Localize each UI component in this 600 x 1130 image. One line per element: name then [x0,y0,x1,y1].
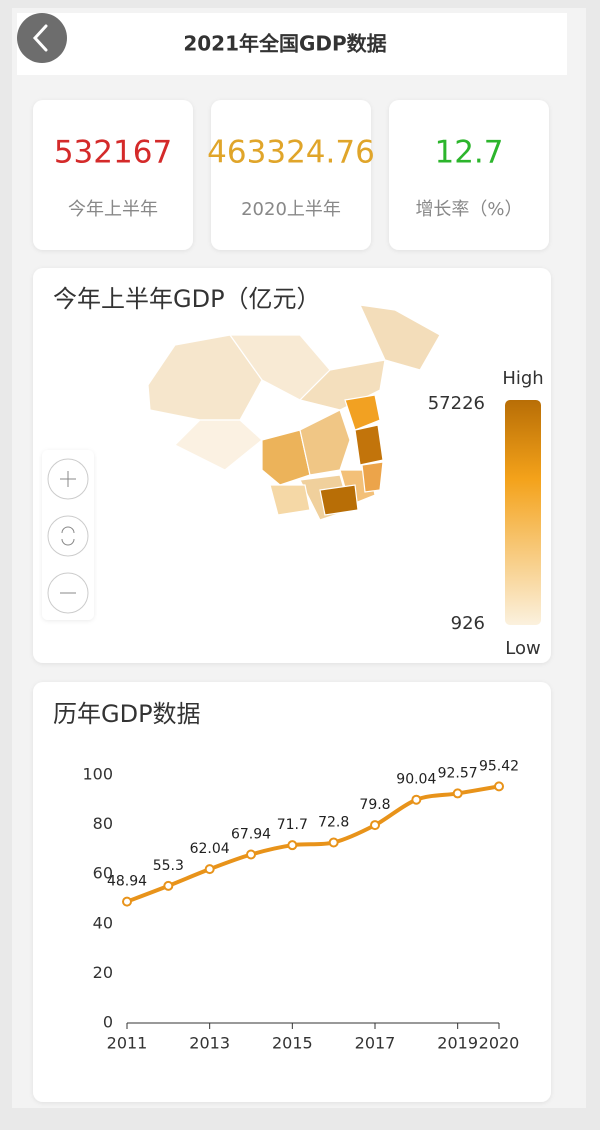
point [328,837,339,848]
chart-title: 历年GDP数据 [53,700,201,728]
y-tick-label: 20 [93,963,113,982]
line-chart: 0 20 40 60 80 100 2011 2013 2015 2017 2019 2020 48.9… [82,758,519,1052]
reset-button[interactable] [47,515,89,557]
y-tick-label: 80 [93,814,113,833]
point [411,794,422,805]
data-label: 79.8 [359,797,390,813]
stat-card [211,100,371,250]
stat-card [33,100,193,250]
stat-label: 2020上半年 [241,199,341,220]
legend-min: 926 [451,613,485,634]
stat-value: 463324.76 [207,135,375,171]
point [163,880,174,891]
stat-label: 增长率（%） [415,199,522,220]
line [126,784,500,904]
legend-scale [505,400,541,625]
x-tick-label: 2020 [479,1034,520,1053]
data-label: 92.57 [438,765,478,781]
legend-max: 57226 [428,393,485,414]
x-tick-label: 2013 [189,1034,230,1053]
stat-value: 532167 [54,135,172,171]
x-tick-label: 2015 [272,1034,313,1053]
chart-card [33,682,551,1102]
y-tick-label: 40 [93,913,113,932]
data-label: 90.04 [396,772,436,788]
zoom-in-button[interactable] [47,458,89,500]
point [452,788,463,799]
zoom-controls [42,450,94,620]
data-label: 62.04 [190,841,230,857]
map-title: 今年上半年GDP（亿元） [53,285,321,313]
data-label: 71.7 [277,817,308,833]
point [204,864,215,875]
x-tick-label: 2019 [437,1034,478,1053]
stat-card [389,100,549,250]
header-bar [17,13,567,75]
stat-value: 12.7 [434,135,503,171]
header-title: 2021年全国GDP数据 [183,32,386,56]
data-label: 67.94 [231,827,271,843]
x-tick-label: 2011 [107,1034,148,1053]
point [494,781,504,792]
y-tick-label: 60 [93,864,113,883]
stat-cards: 532167 今年上半年 463324.76 2020上半年 12.7 增长率（%） [33,100,549,250]
stat-label: 今年上半年 [68,199,158,220]
zoom-out-button[interactable] [47,572,89,614]
y-tick-label: 0 [103,1013,113,1032]
data-label: 72.8 [318,814,349,830]
point [370,820,380,831]
y-tick-label: 100 [82,765,113,784]
point [246,849,256,860]
data-label: 48.94 [107,874,147,890]
china-map [147,304,441,521]
data-label: 55.3 [153,858,184,874]
back-button[interactable] [17,13,67,63]
point [122,896,132,907]
legend-high: High [502,368,543,389]
legend-low: Low [505,638,540,659]
point [287,840,298,851]
x-tick-label: 2017 [355,1034,396,1053]
data-label: 95.42 [479,758,519,774]
